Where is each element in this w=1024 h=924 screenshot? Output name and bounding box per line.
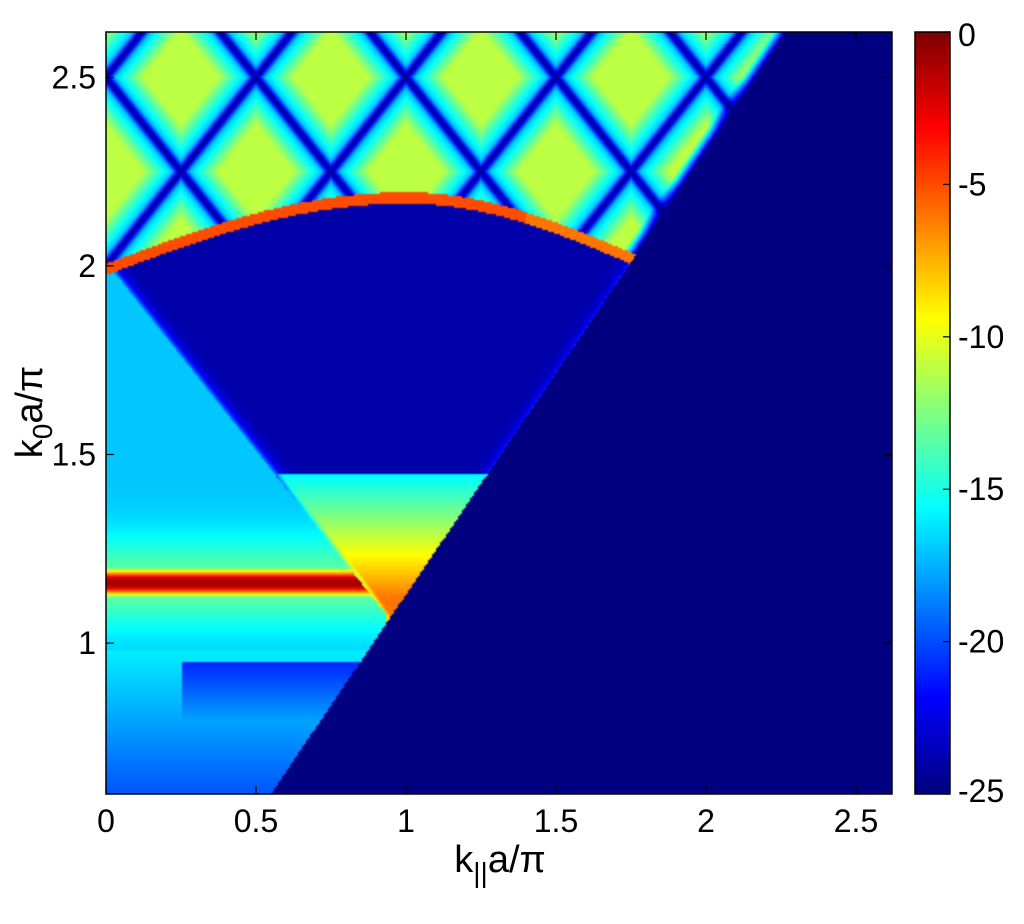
x-tick-label: 2.5 bbox=[834, 803, 878, 839]
colorbar: 0 -5 -10 -15 -20 -25 bbox=[914, 17, 1004, 809]
x-tick-label: 1 bbox=[397, 803, 415, 839]
x-tick-label: 0 bbox=[97, 803, 115, 839]
colorbar-frame bbox=[914, 31, 951, 795]
x-tick-label: 2 bbox=[697, 803, 715, 839]
y-tick-label: 1 bbox=[78, 625, 96, 661]
colorbar-tick-label: -15 bbox=[958, 471, 1004, 507]
y-axis-ticks: 1 1.5 2 2.5 bbox=[52, 59, 892, 661]
x-tick-label: 1.5 bbox=[534, 803, 578, 839]
y-tick-label: 1.5 bbox=[52, 436, 96, 472]
heatmap-image bbox=[106, 32, 892, 794]
colorbar-gradient bbox=[915, 32, 950, 794]
colorbar-tick-label: 0 bbox=[958, 17, 976, 53]
plot-area bbox=[105, 31, 893, 795]
plot-frame bbox=[105, 31, 893, 795]
colorbar-ticks: 0 -5 -10 -15 -20 -25 bbox=[943, 17, 1004, 809]
y-tick-label: 2 bbox=[78, 248, 96, 284]
colorbar-tick-label: -25 bbox=[958, 773, 1004, 809]
x-axis-ticks: 0 0.5 1 1.5 2 2.5 bbox=[97, 32, 878, 839]
y-axis-label: k0a/π bbox=[9, 366, 58, 459]
y-tick-label: 2.5 bbox=[52, 59, 96, 95]
x-tick-label: 0.5 bbox=[234, 803, 278, 839]
colorbar-tick-label: -20 bbox=[958, 624, 1004, 660]
colorbar-tick-label: -5 bbox=[958, 166, 986, 202]
x-axis-label: k||a/π bbox=[454, 839, 545, 888]
colorbar-tick-label: -10 bbox=[958, 319, 1004, 355]
